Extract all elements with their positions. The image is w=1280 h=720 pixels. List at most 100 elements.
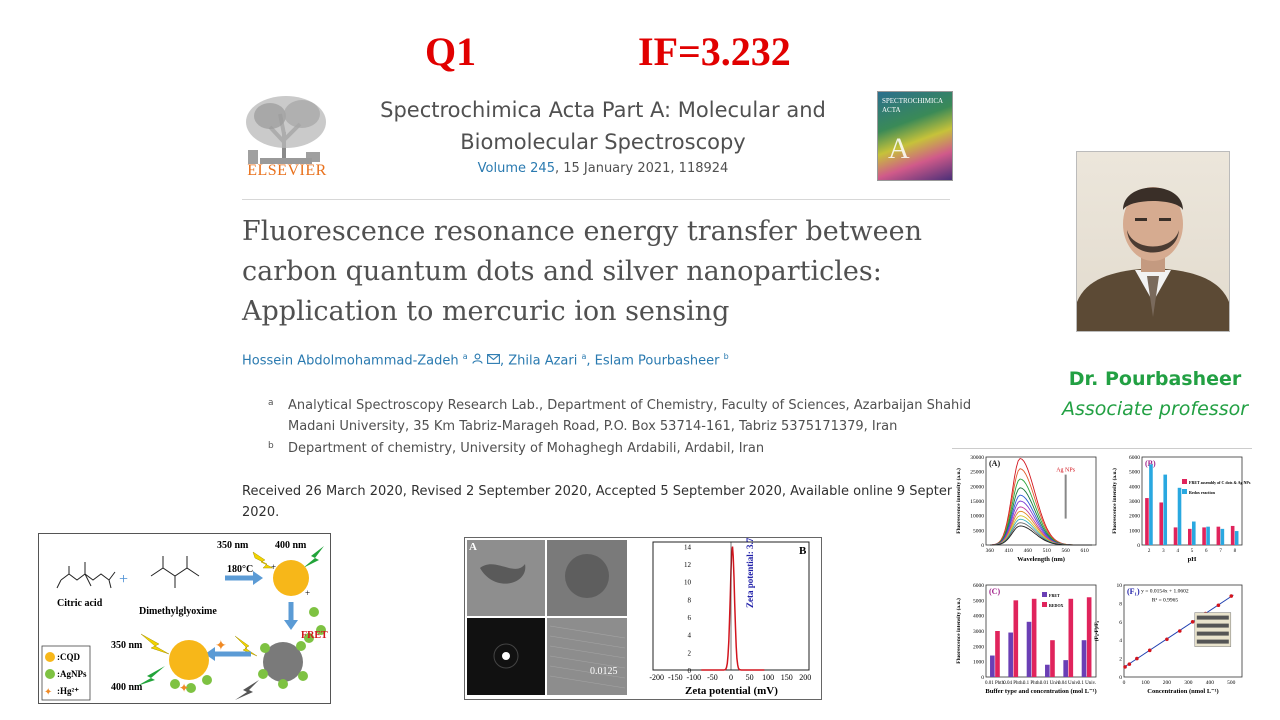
data-point: [1123, 665, 1127, 669]
bar: [1234, 531, 1239, 545]
author-link[interactable]: Hossein Abdolmohammad-Zadeh: [242, 353, 459, 369]
author-link[interactable]: Zhila Azari: [508, 353, 578, 369]
dmg-structure: [150, 556, 200, 588]
x-axis-label: pH: [1188, 556, 1197, 563]
mail-icon[interactable]: [487, 354, 500, 365]
x-tick-label: 4: [1176, 549, 1179, 554]
bar: [1192, 521, 1196, 545]
x-tick-label: 6: [1205, 549, 1208, 554]
zeta-x-tick: -200: [649, 673, 664, 682]
portrait-image: [1077, 187, 1229, 331]
zeta-x-tick: 100: [762, 673, 774, 682]
data-point: [1127, 662, 1132, 666]
panel-label: (A): [989, 459, 1000, 468]
x-tick-label: 0.01 Univ.: [1040, 681, 1061, 686]
x-tick-label: 410: [1005, 548, 1014, 554]
x-axis-label: Wavelength (nm): [1017, 556, 1065, 563]
plot-frame: [985, 584, 1097, 678]
legend-hg: :Hg²⁺: [57, 686, 79, 696]
bar: [1163, 474, 1168, 545]
cqd-legend-swatch: [45, 652, 55, 662]
y-tick-label: 4000: [1129, 484, 1140, 490]
cqd-dot: [273, 560, 309, 596]
profile-photo: [1076, 151, 1230, 332]
person-icon[interactable]: [472, 353, 483, 364]
x-tick-label: 0.1 Univ.: [1078, 681, 1096, 686]
y-tick-label: 3000: [973, 629, 984, 635]
emission-bolt-icon: [137, 666, 165, 686]
plot-frame: [1123, 584, 1243, 678]
r-squared-label: R² = 0.9965: [1152, 598, 1179, 604]
legend-agnp: :AgNPs: [57, 669, 87, 679]
tem-zeta-figure: 0.0125 A B Zeta potential: 3.7 mV 14 12 10…: [464, 521, 822, 700]
journal-cover: SPECTROCHIMICA ACTA A: [877, 91, 953, 181]
y-tick-label: 2000: [1129, 514, 1140, 520]
cqd-dot: [169, 640, 209, 680]
scheme-figure: Citric acid + Dimethylglyoxime 180°C 350…: [41, 540, 328, 701]
data-point: [1147, 648, 1152, 653]
y-tick-label: 8: [1119, 601, 1122, 607]
x-tick-label: 8: [1234, 549, 1237, 554]
author-affil-sup: b: [723, 352, 729, 361]
panel-label: (B): [1145, 459, 1156, 468]
bar: [1149, 464, 1153, 545]
x-tick-label: 0.01 Phth.: [985, 681, 1005, 686]
citric-acid-structure: [56, 562, 116, 589]
bar: [1177, 487, 1182, 545]
bar: [1220, 528, 1225, 545]
bar: [1173, 527, 1178, 545]
y-tick-label: 2000: [973, 644, 984, 650]
x-tick-label: 400: [1206, 680, 1215, 686]
profile-role: Associate professor: [1061, 398, 1249, 420]
journal-cover-title: SPECTROCHIMICA ACTA: [882, 97, 943, 114]
zeta-x-tick: -50: [707, 673, 718, 682]
plus-icon: +: [119, 571, 128, 588]
elsevier-logo: ELSEVIER: [240, 92, 332, 180]
author-affil-sup: a: [581, 352, 587, 361]
dmg-label: Dimethylglyoxime: [139, 606, 217, 617]
article-title-line3: Application to mercuric ion sensing: [242, 296, 730, 327]
data-point: [1216, 603, 1221, 608]
tem-figure: 0.0125 A B Zeta potential: 3.7 mV 14 12 10…: [467, 521, 811, 697]
y-tick-label: 1000: [973, 660, 984, 666]
vial-row: [1196, 631, 1229, 636]
emission-bolt-icon: [303, 546, 324, 568]
quartile-badge: Q1: [425, 29, 477, 74]
affil-text: Madani University, 35 Km Tabriz-Marageh …: [288, 419, 898, 434]
data-point: [1229, 594, 1234, 598]
results-charts: 300002500020000150001000050000Wavelength…: [955, 455, 1251, 695]
y-tick-label: 4: [1119, 638, 1122, 644]
affil-text: Analytical Spectroscopy Research Lab., D…: [288, 398, 972, 413]
x-tick-label: 0.04 Phth.: [1003, 681, 1023, 686]
bar: [1081, 640, 1087, 677]
zeta-y-tick: 0: [688, 667, 692, 675]
zeta-x-tick: -150: [668, 673, 683, 682]
impact-factor-badge: IF=3.232: [638, 29, 791, 74]
dates-line1: Received 26 March 2020, Revised 2 Septem…: [242, 484, 982, 499]
x-tick-label: 2: [1148, 549, 1151, 554]
zeta-y-tick: 10: [684, 579, 692, 587]
bar: [995, 631, 1000, 677]
panel-label: (C): [989, 587, 1000, 596]
y-tick-label: 6000: [973, 583, 984, 589]
legend-swatch: [1042, 602, 1047, 607]
x-tick-label: 610: [1080, 548, 1089, 554]
hg-ion-icon: ✦: [179, 681, 189, 695]
x-tick-label: 460: [1024, 548, 1033, 554]
fret-label: FRET: [301, 630, 328, 641]
author-link[interactable]: Eslam Pourbasheer: [594, 353, 720, 369]
y-tick-label: 25000: [970, 470, 984, 476]
x-tick-label: 100: [1141, 680, 1150, 686]
synthesis-scheme: Citric acid + Dimethylglyoxime 180°C 350…: [38, 533, 331, 704]
volume-link[interactable]: Volume 245: [477, 161, 555, 176]
x-axis-label: Concentration (nmol L⁻¹): [1147, 688, 1218, 695]
legend-label: REDOX: [1049, 603, 1064, 608]
lattice-spacing-label: 0.0125: [590, 666, 618, 677]
bar: [1202, 527, 1206, 545]
x-tick-label: 3: [1162, 549, 1165, 554]
bar: [1013, 600, 1019, 677]
x-tick-label: 300: [1184, 680, 1193, 686]
y-tick-label: 0: [1119, 675, 1122, 681]
y-tick-label: 6: [1119, 620, 1122, 626]
y-axis-label: (F₀-F)/F₀: [1093, 620, 1100, 641]
